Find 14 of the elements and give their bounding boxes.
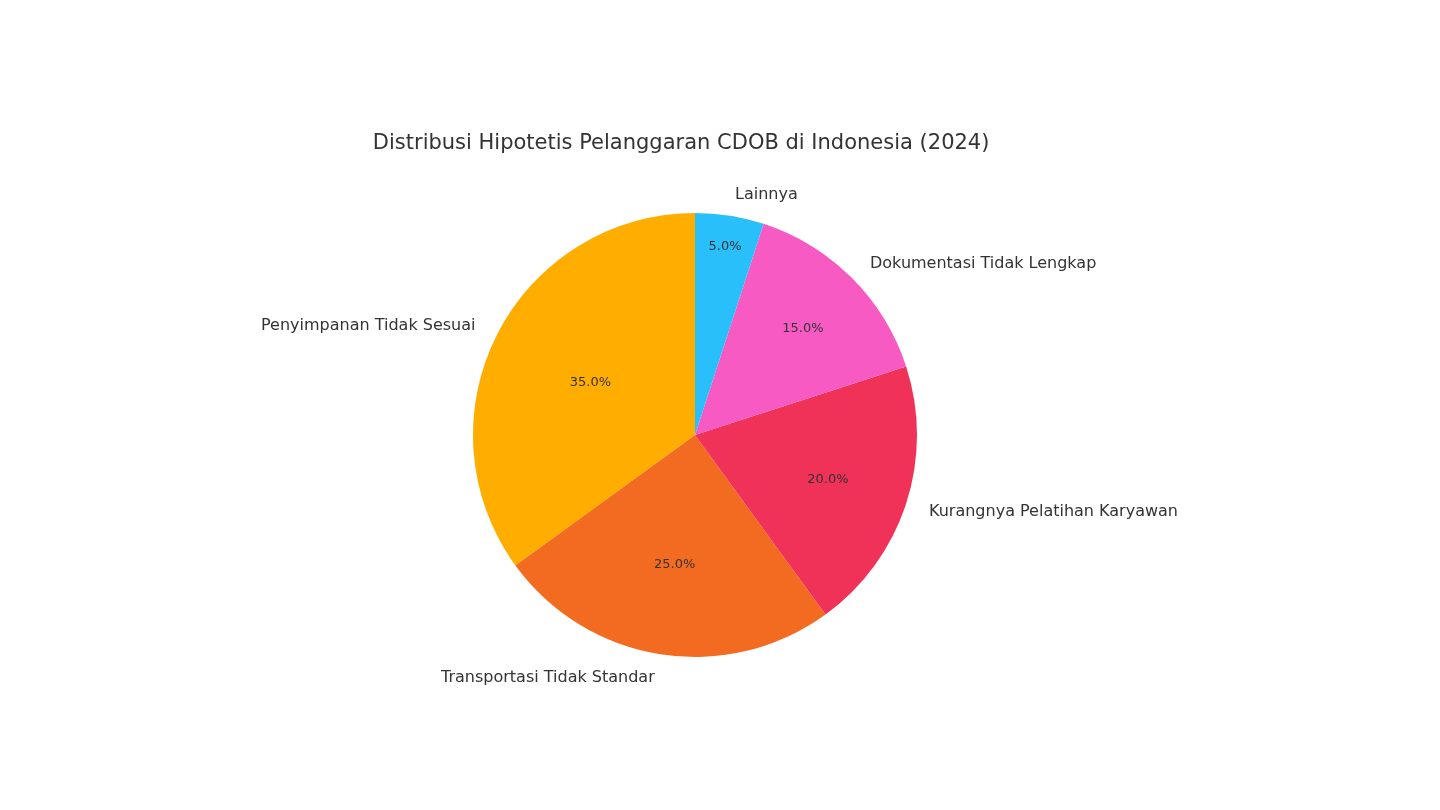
slice-label: Lainnya	[735, 184, 798, 203]
slice-label: Kurangnya Pelatihan Karyawan	[929, 501, 1178, 520]
pie-slice	[695, 213, 764, 435]
chart-title: Distribusi Hipotetis Pelanggaran CDOB di Indonesia (2024)	[372, 130, 990, 155]
slice-label: Transportasi Tidak Standar	[440, 667, 656, 686]
data-label: 25.0%	[654, 555, 696, 571]
slice-label: Penyimpanan Tidak Sesuai	[261, 315, 476, 334]
data-label: 5.0%	[708, 237, 742, 253]
data-label: 15.0%	[782, 319, 824, 335]
data-label: 35.0%	[569, 374, 612, 390]
data-label: 20.0%	[807, 470, 849, 486]
pie-slice	[695, 366, 917, 615]
slice-label: Dokumentasi Tidak Lengkap	[870, 253, 1097, 272]
pie-slice	[473, 213, 695, 566]
